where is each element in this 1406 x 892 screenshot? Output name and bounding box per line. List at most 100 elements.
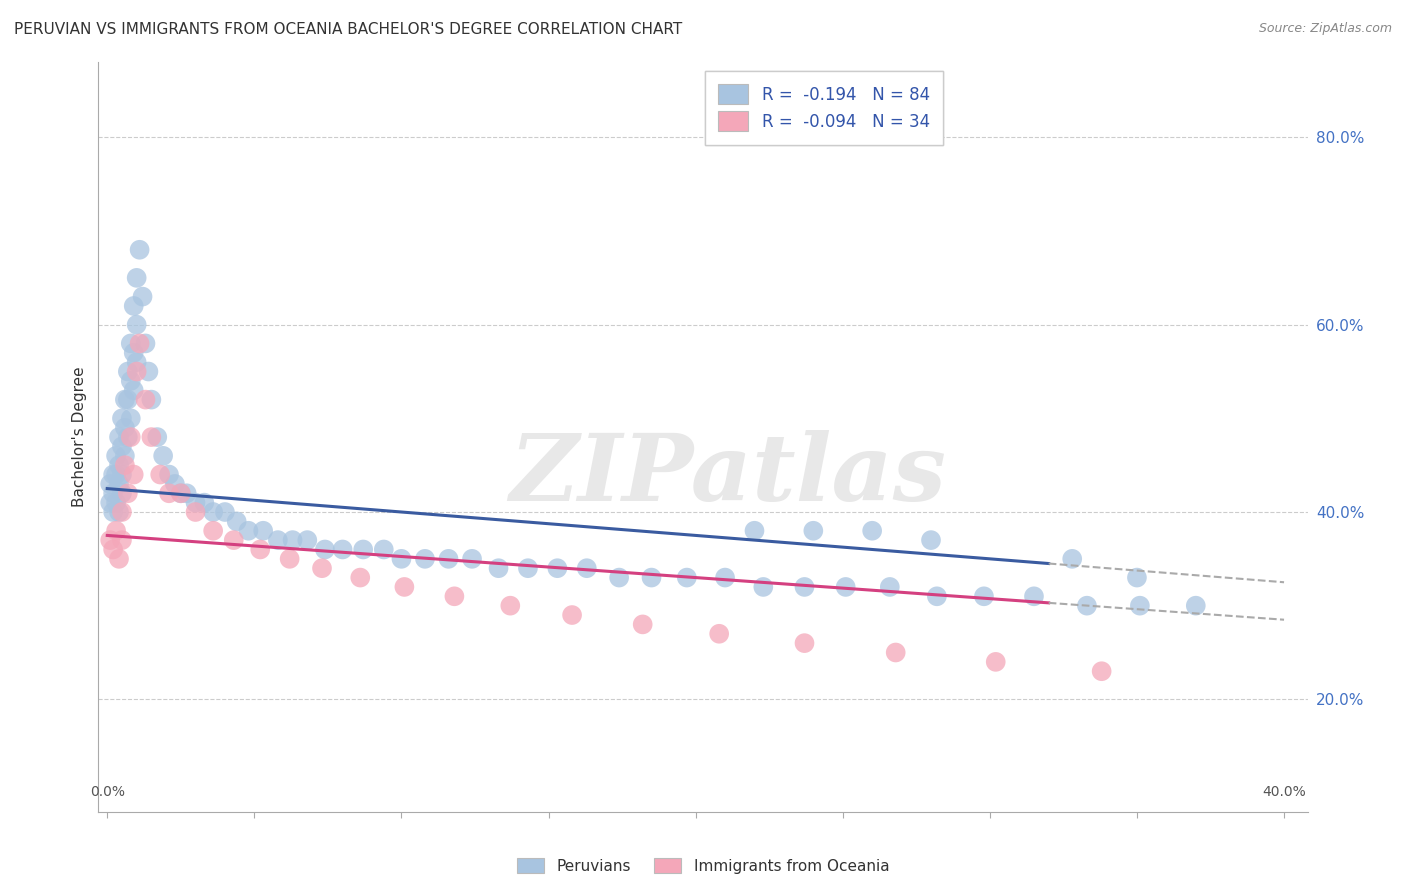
Point [170,486,193,500]
Legend: R =  -0.194   N = 84, R =  -0.094   N = 34: R = -0.194 N = 84, R = -0.094 N = 34 [704,70,943,145]
Point [249,542,271,557]
Point [202,505,225,519]
Point [120,374,142,388]
Point [138,364,160,378]
Point [714,571,737,585]
Point [125,271,148,285]
Point [225,514,247,528]
Point [146,430,169,444]
Point [108,551,131,566]
Point [125,364,148,378]
Point [1184,599,1206,613]
Point [117,364,139,378]
Point [128,336,150,351]
Point [108,430,131,444]
Point [105,524,128,538]
Point [105,496,128,510]
Point [238,524,260,538]
Point [98,496,121,510]
Point [122,345,145,359]
Point [925,589,948,603]
Point [575,561,598,575]
Point [117,430,139,444]
Point [1091,664,1114,679]
Point [193,496,215,510]
Point [122,467,145,482]
Point [108,458,131,473]
Point [314,542,336,557]
Point [546,561,568,575]
Point [281,533,304,547]
Point [134,392,156,407]
Point [391,551,413,566]
Point [793,636,815,650]
Point [278,551,301,566]
Point [114,458,136,473]
Point [801,524,824,538]
Point [607,571,630,585]
Point [437,551,460,566]
Point [111,440,134,453]
Point [631,617,654,632]
Point [131,289,153,303]
Point [752,580,775,594]
Point [413,551,436,566]
Point [149,467,172,482]
Point [163,476,186,491]
Point [120,336,142,351]
Point [973,589,995,603]
Point [516,561,538,575]
Point [793,580,815,594]
Point [461,551,484,566]
Point [176,486,198,500]
Point [114,392,136,407]
Point [879,580,901,594]
Point [920,533,942,547]
Point [222,533,245,547]
Text: PERUVIAN VS IMMIGRANTS FROM OCEANIA BACHELOR'S DEGREE CORRELATION CHART: PERUVIAN VS IMMIGRANTS FROM OCEANIA BACH… [14,22,682,37]
Point [744,524,766,538]
Point [499,599,522,613]
Point [1076,599,1098,613]
Point [101,542,124,557]
Point [117,392,139,407]
Point [125,355,148,369]
Text: 0.0%: 0.0% [90,786,125,799]
Point [120,430,142,444]
Point [443,589,465,603]
Point [111,411,134,425]
Point [267,533,290,547]
Point [101,486,124,500]
Point [98,533,121,547]
Point [122,299,145,313]
Text: ZIPatlas: ZIPatlas [509,430,946,519]
Point [709,626,731,640]
Point [297,533,319,547]
Point [128,243,150,257]
Point [111,533,134,547]
Point [98,476,121,491]
Point [125,318,148,332]
Point [884,646,907,660]
Point [157,467,180,482]
Point [984,655,1007,669]
Point [141,392,163,407]
Point [1126,571,1149,585]
Point [105,449,128,463]
Point [111,467,134,482]
Point [349,571,371,585]
Point [184,496,207,510]
Point [152,449,174,463]
Point [120,411,142,425]
Point [105,467,128,482]
Point [373,542,395,557]
Point [184,505,207,519]
Point [311,561,333,575]
Y-axis label: Bachelor's Degree: Bachelor's Degree [72,367,87,508]
Point [352,542,374,557]
Point [101,467,124,482]
Point [108,476,131,491]
Point [561,608,583,623]
Point [202,524,225,538]
Point [134,336,156,351]
